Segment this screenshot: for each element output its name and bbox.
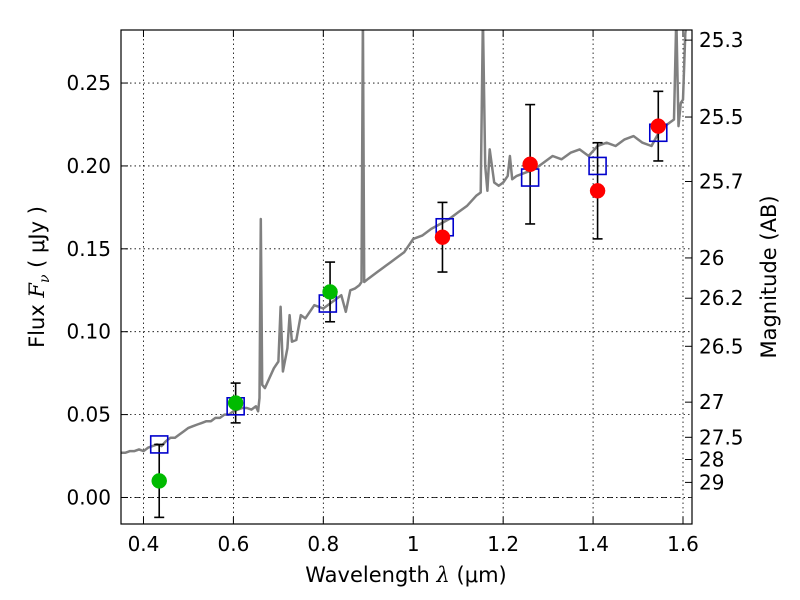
x-axis-ticks: 0.4 0.6 0.8 1 1.2 1.4 1.6 (128, 30, 699, 556)
plot-frame (120, 29, 693, 525)
x-tick-label: 1.6 (667, 532, 699, 556)
model-spectrum-line (121, 30, 687, 454)
y-axis-title: Flux Fν ( μJy ) (25, 206, 53, 348)
x-tick-label: 0.6 (217, 532, 249, 556)
magnitude-tick-label: 27 (699, 390, 724, 414)
grid (121, 30, 692, 524)
magnitude-tick-label: 28 (699, 448, 724, 472)
y-tick-label: 0.05 (66, 403, 111, 427)
x-tick-label: 1.4 (577, 532, 609, 556)
model-photometry-square (588, 156, 607, 176)
observed-point (227, 395, 244, 411)
y-tick-label: 0.10 (66, 320, 111, 344)
magnitude-tick-label: 27.5 (699, 425, 744, 449)
observed-point (322, 284, 338, 300)
magnitude-tick-label: 26.2 (699, 286, 744, 310)
observed-point (151, 473, 167, 489)
model-photometry-square (149, 435, 169, 454)
magnitude-tick-label: 26 (699, 246, 724, 270)
y-tick-label: 0.20 (66, 154, 111, 178)
magnitude-axis-title: Magnitude (AB) (757, 195, 781, 358)
observed-point (522, 156, 538, 173)
observed-point (650, 118, 667, 134)
x-tick-label: 1 (407, 532, 420, 556)
x-tick-label: 0.4 (128, 532, 160, 556)
magnitude-tick-label: 29 (699, 470, 724, 494)
observed-photometry-markers (151, 118, 667, 489)
y-axis-ticks: 0.00 0.05 0.10 0.15 0.20 0.25 (66, 71, 128, 509)
observed-point (589, 183, 606, 199)
magnitude-tick-label: 25.5 (699, 105, 744, 129)
y-tick-label: 0.15 (66, 237, 111, 261)
error-bars (154, 90, 664, 519)
x-tick-label: 0.8 (307, 532, 339, 556)
magnitude-tick-label: 25.3 (699, 28, 744, 52)
y-tick-label: 0.25 (66, 71, 111, 95)
magnitude-tick-label: 26.5 (699, 334, 744, 358)
x-tick-label: 1.2 (487, 532, 519, 556)
observed-point (434, 229, 451, 245)
magnitude-tick-label: 25.7 (699, 170, 744, 194)
y-tick-label: 0.00 (66, 485, 111, 509)
x-axis-title: Wavelength λ (μm) (305, 563, 506, 587)
